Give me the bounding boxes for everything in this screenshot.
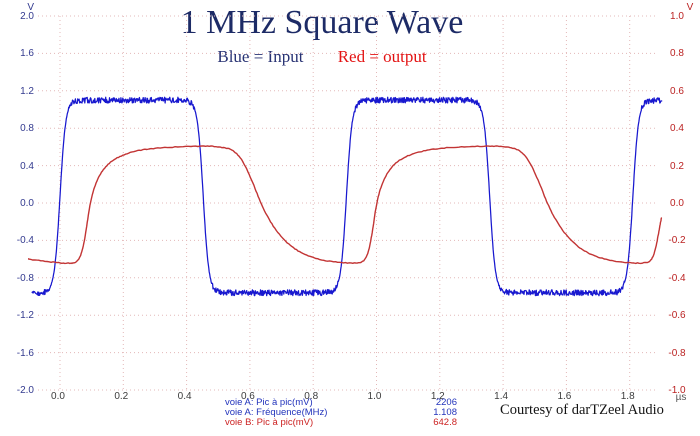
y-right-tick-label: 1.0	[670, 11, 684, 22]
y-left-tick-label: -0.8	[16, 272, 34, 284]
y-right-tick-label: 0.6	[670, 85, 684, 97]
y-right-tick-label: 0.2	[670, 160, 684, 172]
y-right-tick-label: 0.4	[670, 123, 684, 135]
y-right-tick-label: -0.2	[668, 235, 686, 247]
y-left-tick-label: 1.2	[20, 85, 34, 97]
right-axis-unit: V	[686, 2, 694, 13]
left-axis-unit: V	[27, 2, 34, 13]
y-left-tick-label: -1.2	[16, 310, 34, 322]
x-tick-label: 1.6	[557, 391, 572, 402]
y-right-tick-label: 0.0	[670, 198, 684, 209]
x-tick-label: 1.0	[367, 391, 382, 402]
legend-output-label: Red = output	[337, 47, 427, 66]
readout-value: 2206	[435, 397, 457, 408]
y-left-tick-label: -2.0	[16, 385, 34, 396]
x-tick-label: 0.4	[177, 391, 192, 402]
courtesy-text: Courtesy of darTZeel Audio	[500, 402, 664, 418]
chart-title: 1 MHz Square Wave	[180, 4, 464, 41]
x-tick-label: 0.0	[51, 391, 65, 402]
y-left-tick-label: 1.6	[20, 48, 34, 60]
readout-value: 1.108	[433, 407, 457, 418]
y-left-tick-label: -1.6	[16, 347, 34, 359]
y-left-tick-label: 0.4	[20, 160, 34, 172]
x-tick-label: 1.2	[430, 391, 445, 402]
readout-label: voie B: Pic à pic(mV)	[225, 417, 314, 428]
x-axis-unit: µs	[675, 392, 687, 403]
readout-label: voie A: Fréquence(MHz)	[225, 407, 328, 418]
x-tick-label: 1.8	[620, 391, 635, 402]
y-left-tick-label: 2.0	[20, 11, 34, 22]
chart-legend: Blue = Input Red = output	[22, 47, 622, 67]
y-left-tick-label: 0.8	[20, 123, 34, 135]
y-right-tick-label: -0.4	[668, 272, 686, 284]
x-tick-label: 0.6	[240, 391, 255, 402]
measurement-readout-labels: voie A: Pic à pic(mV) voie A: Fréquence(M…	[225, 398, 327, 428]
y-right-tick-label: -0.6	[668, 310, 686, 322]
y-left-tick-label: -0.4	[16, 235, 34, 247]
x-tick-label: 1.4	[494, 391, 509, 402]
measurement-readout-values: 2206 1.108 642.8	[385, 398, 457, 428]
readout-label: voie A: Pic à pic(mV)	[225, 397, 313, 408]
y-right-tick-label: -0.8	[668, 347, 686, 359]
x-tick-label: 0.8	[304, 391, 319, 402]
y-right-tick-label: 0.8	[670, 48, 684, 60]
y-left-tick-label: 0.0	[20, 198, 34, 209]
y-right-tick-label: -1.0	[668, 385, 686, 396]
readout-value: 642.8	[433, 417, 457, 428]
x-tick-label: 0.2	[114, 391, 129, 402]
legend-input-label: Blue = Input	[217, 47, 304, 66]
